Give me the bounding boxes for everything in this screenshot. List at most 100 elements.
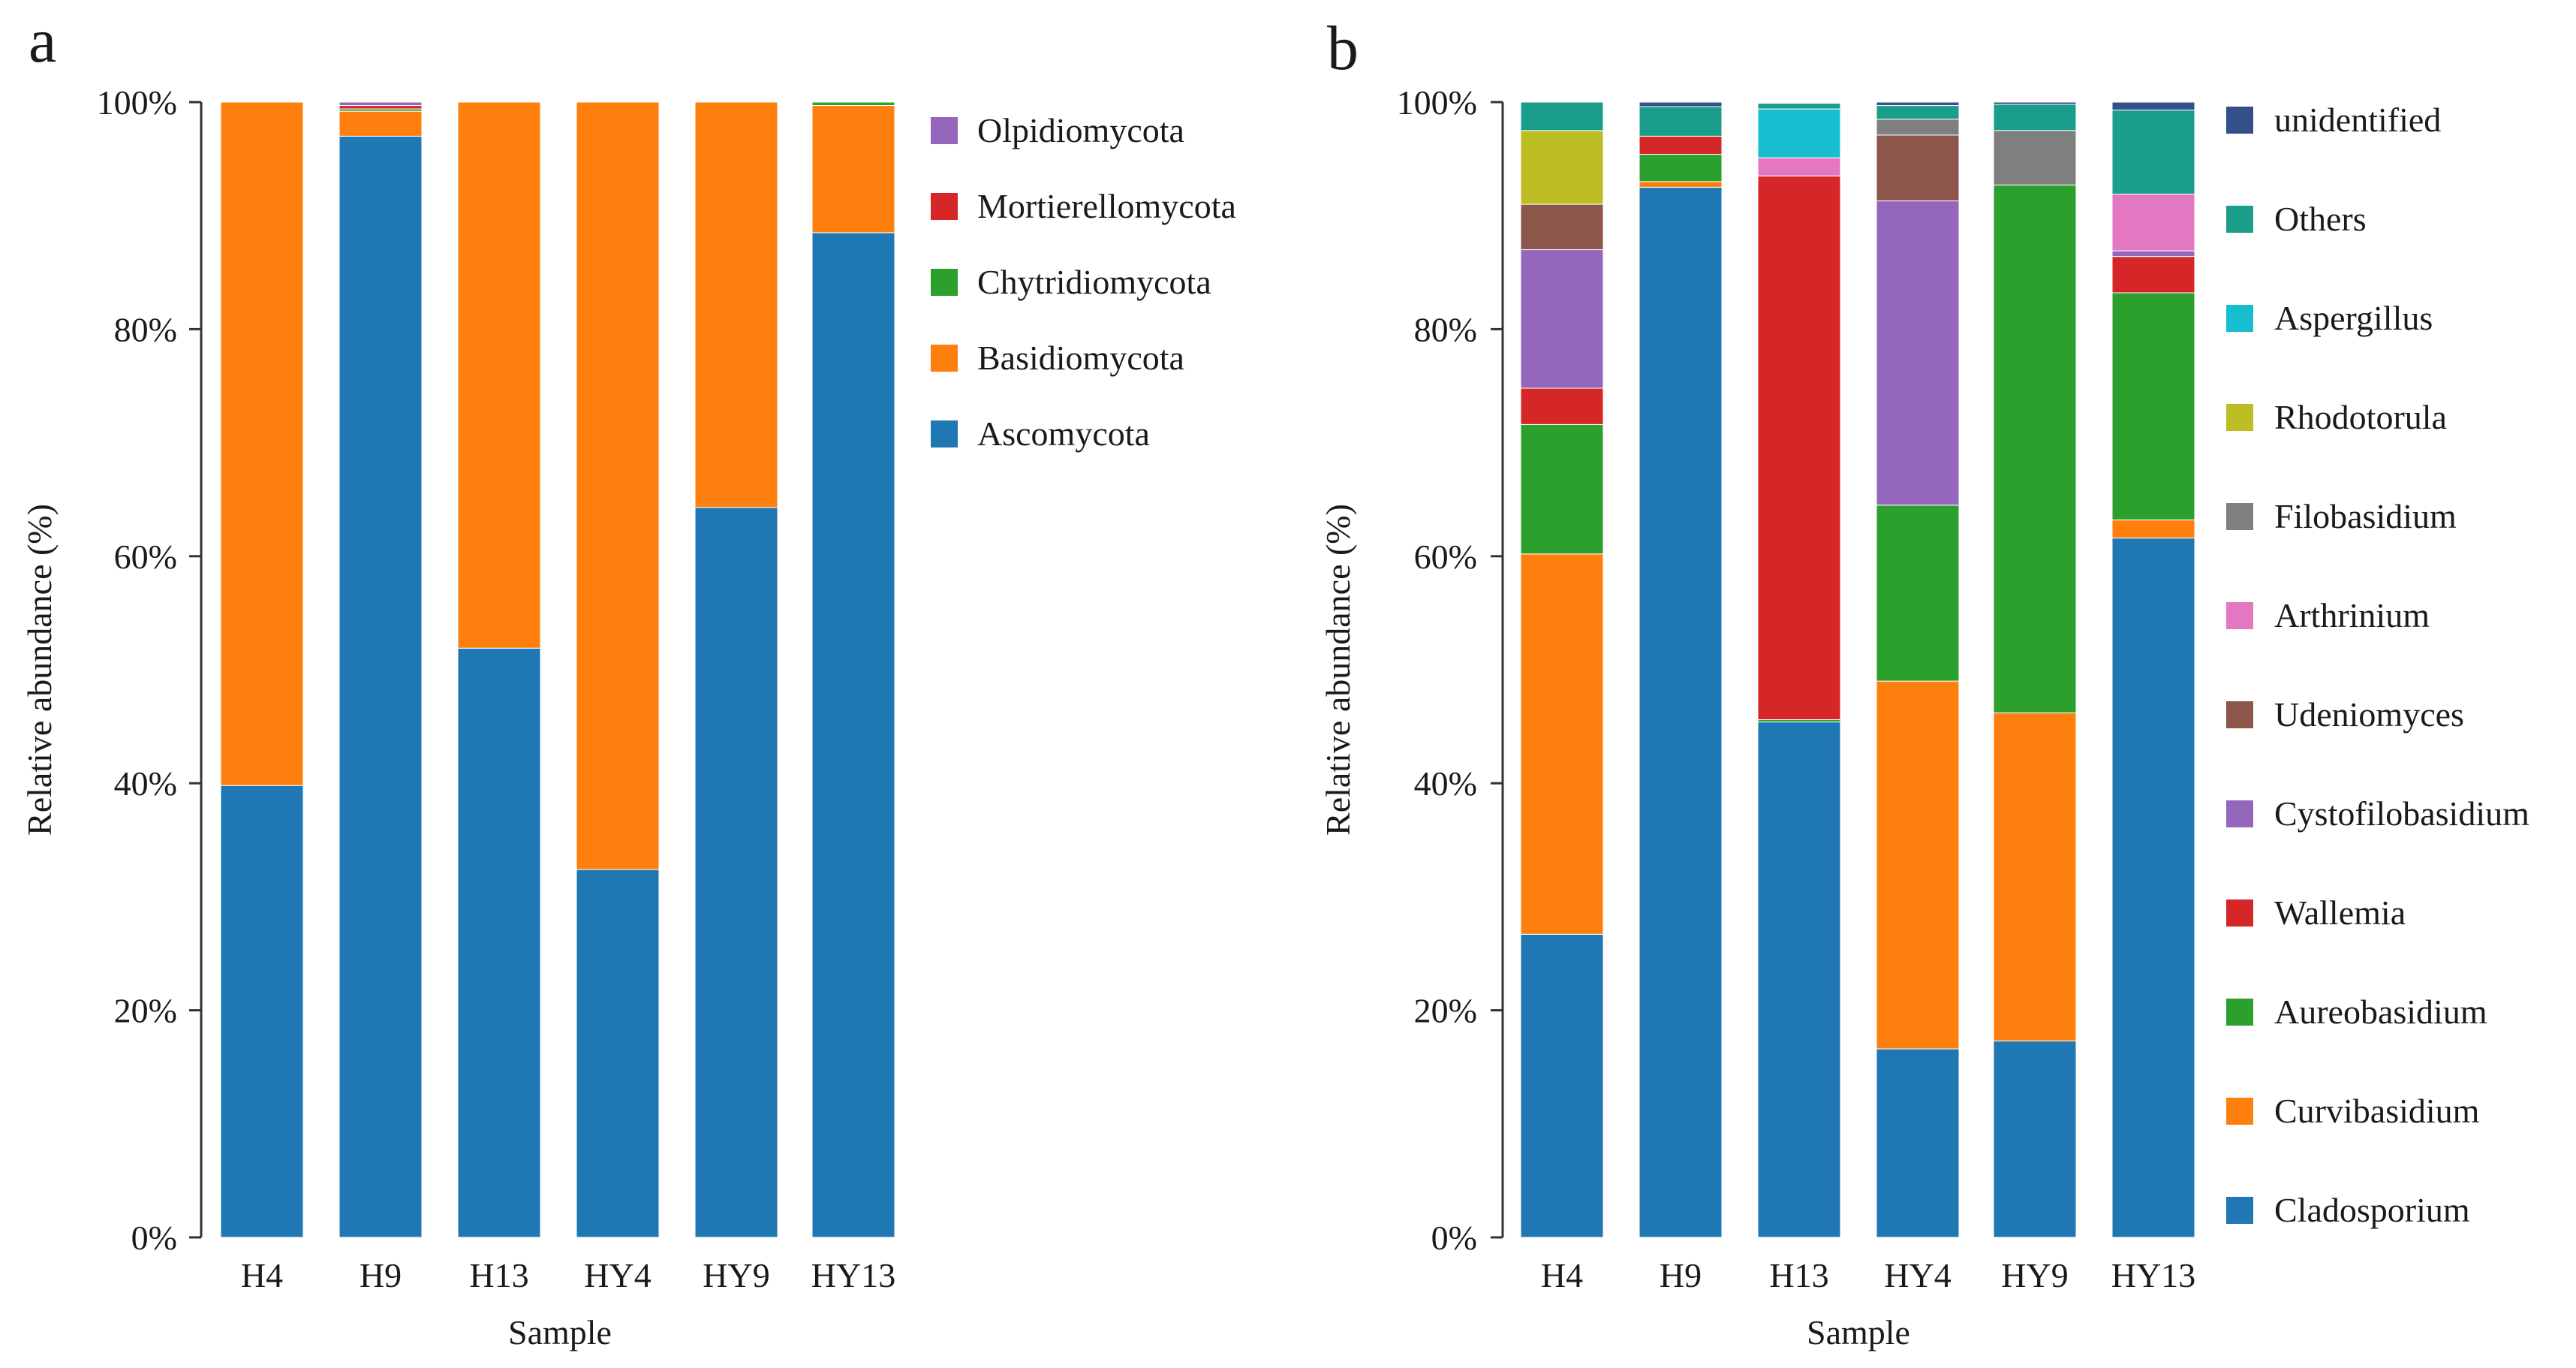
chart-b-legend-label-others: Others: [2274, 200, 2367, 238]
chart-b-bar-segment-hy9-others: [1993, 104, 2077, 131]
chart-a-legend-swatch-mortierellomycota: [931, 193, 958, 220]
chart-a-x-tick-label: H13: [469, 1256, 528, 1294]
chart-b-x-tick-label: HY13: [2111, 1256, 2195, 1294]
chart-b-legend-label-unidentified: unidentified: [2274, 101, 2441, 139]
chart-b-bar-segment-hy4-others: [1876, 105, 1960, 120]
chart-b-bar-segment-h13-aspergillus: [1757, 108, 1841, 158]
chart-a-y-tick-label: 100%: [97, 83, 177, 122]
chart-b-bar-segment-hy13-cystofilobasidium: [2111, 250, 2195, 258]
chart-b-bar-segment-hy9-filobasidium: [1993, 130, 2077, 185]
chart-a-bar-segment-hy4-basidiomycota: [576, 101, 660, 870]
chart-a-bar-segment-hy9-ascomycota: [694, 507, 778, 1238]
chart-b-legend-label-cladosporium: Cladosporium: [2274, 1191, 2470, 1229]
chart-b-legend-swatch-unidentified: [2226, 107, 2253, 134]
chart-a-x-tick-label: HY9: [703, 1256, 769, 1294]
chart-b-bar-segment-h4-rhodotorula: [1520, 130, 1604, 205]
chart-a-bar-segment-h4-basidiomycota: [220, 101, 304, 786]
chart-a-legend-swatch-chytridiomycota: [931, 269, 958, 296]
chart-a-x-tick-label: HY13: [811, 1256, 895, 1294]
chart-b-legend-label-arthrinium: Arthrinium: [2274, 596, 2430, 634]
chart-b-legend-swatch-arthrinium: [2226, 602, 2253, 629]
chart-a-legend-label-olpidiomycota: Olpidiomycota: [977, 111, 1184, 149]
chart-b-legend-label-wallemia: Wallemia: [2274, 893, 2406, 932]
chart-b-bar-segment-hy4-filobasidium: [1876, 119, 1960, 136]
chart-a-legend-label-mortierellomycota: Mortierellomycota: [977, 187, 1236, 225]
chart-b-x-tick-label: H9: [1660, 1256, 1702, 1294]
chart-b-x-tick-label: H4: [1541, 1256, 1583, 1294]
chart-b-bar-segment-hy4-cladosporium: [1876, 1048, 1960, 1238]
chart-b-y-tick-label: 100%: [1397, 83, 1477, 122]
chart-a-y-tick-label: 40%: [114, 764, 177, 803]
chart-a-y-tick-label: 80%: [114, 310, 177, 348]
chart-a-bar-segment-hy13-ascomycota: [811, 232, 895, 1238]
chart-b-x-tick-label: H13: [1769, 1256, 1828, 1294]
chart-a-x-tick-label: H4: [241, 1256, 283, 1294]
panel-a-letter: a: [29, 6, 56, 76]
chart-b-legend-label-aureobasidium: Aureobasidium: [2274, 993, 2487, 1031]
chart-b-bar-segment-h9-unidentified: [1639, 101, 1723, 107]
chart-b-bar-segment-hy13-curvibasidium: [2111, 519, 2195, 539]
chart-a-legend-swatch-olpidiomycota: [931, 117, 958, 144]
chart-a-legend-swatch-ascomycota: [931, 420, 958, 447]
chart-b-bar-segment-h4-aureobasidium: [1520, 423, 1604, 555]
panel-b-letter: b: [1327, 14, 1359, 83]
panel-b: b 0% 20% 40% 60% 80% 100% Relative abundance (…: [1319, 14, 2529, 1351]
chart-b-bar-segment-h4-udeniomyces: [1520, 203, 1604, 251]
panel-a: a 0% 20% 40% 60% 80% 100% Relative abundance (…: [20, 6, 1236, 1351]
chart-a-y-tick-label: 60%: [114, 538, 177, 576]
chart-b-bar-segment-hy13-cladosporium: [2111, 538, 2195, 1238]
chart-b-bar-segment-h4-cladosporium: [1520, 933, 1604, 1238]
chart-a-bar-segment-h9-olpidiomycota: [339, 101, 423, 107]
chart-b-legend-swatch-filobasidium: [2226, 503, 2253, 530]
chart-b-legend-swatch-wallemia: [2226, 899, 2253, 927]
chart-b-bar-segment-hy4-aureobasidium: [1876, 505, 1960, 682]
chart-a-x-tick-label: H9: [360, 1256, 402, 1294]
chart-b-bar-segment-hy13-unidentified: [2111, 101, 2195, 111]
chart-b-bar-segment-h9-aureobasidium: [1639, 154, 1723, 182]
chart-b-y-axis-title: Relative abundance (%): [1319, 504, 1357, 836]
chart-b-bar-segment-hy9-curvibasidium: [1993, 712, 2077, 1041]
chart-b-bar-segment-hy13-aureobasidium: [2111, 292, 2195, 520]
chart-b-legend-swatch-udeniomyces: [2226, 701, 2253, 728]
chart-a-legend-label-basidiomycota: Basidiomycota: [977, 339, 1184, 377]
chart-a-bar-segment-hy13-chytridiomycota: [811, 101, 895, 107]
chart-a-bar-segment-h13-ascomycota: [457, 647, 541, 1238]
chart-a-bar-segment-h9-mortierellomycota: [339, 105, 423, 110]
chart-b-bar-segment-h9-cladosporium: [1639, 186, 1723, 1238]
chart-b-bar-segment-h13-others: [1757, 103, 1841, 110]
chart-a-x-axis-title: Sample: [508, 1313, 612, 1351]
chart-b-bar-segment-hy4-curvibasidium: [1876, 680, 1960, 1050]
chart-b-bar-segment-h4-cystofilobasidium: [1520, 249, 1604, 389]
chart-b-legend-label-rhodotorula: Rhodotorula: [2274, 398, 2447, 436]
chart-b-y-tick-label: 20%: [1414, 992, 1477, 1030]
chart-b-legend-label-aspergillus: Aspergillus: [2274, 299, 2433, 337]
chart-b-x-tick-label: HY9: [2001, 1256, 2068, 1294]
chart-b-bar-segment-hy9-aureobasidium: [1993, 184, 2077, 713]
chart-b-x-tick-label: HY4: [1884, 1256, 1951, 1294]
chart-b-bar-segment-hy13-arthrinium: [2111, 193, 2195, 252]
chart-b-bar-segment-hy13-others: [2111, 110, 2195, 194]
chart-a-bar-segment-hy9-basidiomycota: [694, 101, 778, 508]
chart-b-legend-swatch-cladosporium: [2226, 1197, 2253, 1224]
chart-b-bar-segment-hy13-wallemia: [2111, 256, 2195, 294]
chart-b-y-tick-label: 0%: [1431, 1219, 1477, 1257]
chart-b-legend-swatch-cystofilobasidium: [2226, 800, 2253, 827]
chart-a-y-axis-title: Relative abundance (%): [20, 504, 59, 836]
chart-b-y-tick-label: 80%: [1414, 310, 1477, 348]
chart-a-bar-segment-h9-basidiomycota: [339, 110, 423, 137]
chart-b-legend-label-filobasidium: Filobasidium: [2274, 497, 2457, 535]
chart-b-bar-segment-h9-wallemia: [1639, 135, 1723, 155]
chart-b-legend-label-curvibasidium: Curvibasidium: [2274, 1092, 2480, 1130]
chart-b-bar-segment-h4-curvibasidium: [1520, 553, 1604, 935]
chart-b-legend-label-udeniomyces: Udeniomyces: [2274, 695, 2464, 734]
chart-b-legend-swatch-aspergillus: [2226, 305, 2253, 332]
chart-b-bar-segment-h4-others: [1520, 101, 1604, 131]
chart-b-bar-segment-hy4-udeniomyces: [1876, 134, 1960, 202]
chart-b-bar-segment-h9-others: [1639, 106, 1723, 137]
chart-a-legend-label-ascomycota: Ascomycota: [977, 414, 1150, 453]
chart-b-y-tick-label: 40%: [1414, 764, 1477, 803]
chart-b-legend-label-cystofilobasidium: Cystofilobasidium: [2274, 794, 2529, 833]
chart-a-legend-swatch-basidiomycota: [931, 345, 958, 372]
chart-a-y-tick-label: 0%: [131, 1219, 177, 1257]
